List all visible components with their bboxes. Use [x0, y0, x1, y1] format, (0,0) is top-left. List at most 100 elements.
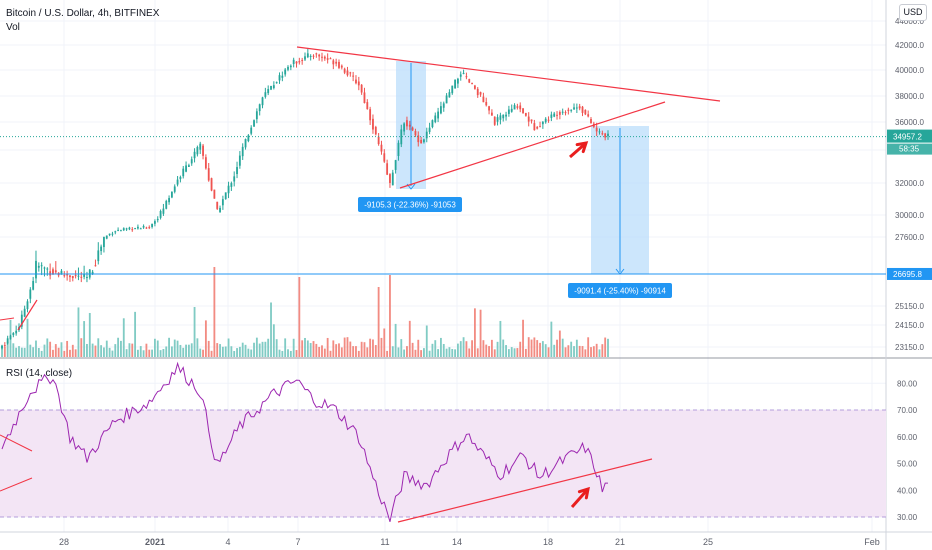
- volume-bar: [233, 350, 236, 357]
- volume-bar: [343, 337, 346, 357]
- candle-body: [52, 269, 54, 275]
- candle-body: [570, 109, 573, 111]
- candle-body: [230, 183, 233, 187]
- candle-body: [502, 114, 505, 119]
- red-arrow-rsi-head: [577, 486, 590, 500]
- candle-body: [193, 151, 196, 159]
- volume-bar: [74, 349, 77, 357]
- symbol-title: Bitcoin / U.S. Dollar, 4h, BITFINEX: [6, 8, 160, 19]
- candle-body: [459, 74, 462, 77]
- volume-bar: [516, 348, 519, 357]
- volume-bar: [352, 346, 355, 357]
- candle-body: [202, 145, 204, 156]
- volume-bar: [54, 344, 57, 357]
- volume-bar: [120, 340, 122, 357]
- price-axis-label: 32000.0: [895, 179, 924, 188]
- volume-bar: [29, 344, 32, 357]
- candle-body: [153, 221, 156, 224]
- candle-body: [125, 228, 128, 230]
- candle-body: [91, 271, 94, 274]
- price-axis-label: 25150.0: [895, 302, 924, 311]
- price-axis-label: 42000.0: [895, 41, 924, 50]
- candle-body: [403, 123, 406, 132]
- volume-bar: [272, 324, 275, 357]
- candle-body: [505, 114, 507, 117]
- candle-body: [340, 65, 343, 68]
- left-trendline: [17, 299, 38, 331]
- volume-bar: [204, 320, 207, 357]
- volume-bar: [156, 340, 159, 357]
- candle-body: [176, 179, 179, 185]
- candle-body: [26, 301, 29, 310]
- candle-body: [122, 228, 125, 231]
- volume-bar: [114, 344, 117, 357]
- volume-bar: [355, 346, 357, 357]
- volume-bar: [306, 340, 309, 357]
- red-arrow-price: [569, 141, 587, 159]
- volume-bar: [12, 343, 15, 357]
- volume-bar: [454, 349, 457, 357]
- volume-bar: [496, 341, 499, 357]
- volume-bar: [360, 341, 363, 357]
- volume-bar: [383, 328, 386, 357]
- volume-bar: [397, 347, 400, 357]
- candle-body: [295, 61, 298, 64]
- candle-body: [170, 191, 173, 198]
- candle-body: [456, 78, 459, 84]
- candle-body: [304, 56, 306, 60]
- volume-bar: [153, 338, 156, 357]
- candle-body: [451, 85, 454, 94]
- candle-body: [448, 92, 451, 98]
- candle-body: [360, 84, 363, 93]
- volume-bar: [601, 344, 604, 357]
- candle-body: [69, 275, 71, 278]
- volume-bar: [556, 339, 558, 357]
- volume-bar: [533, 337, 536, 357]
- candle-body: [224, 192, 227, 200]
- volume-bar: [213, 267, 216, 357]
- volume-bar: [66, 340, 69, 357]
- candle-body: [284, 69, 287, 75]
- volume-bar: [408, 320, 411, 357]
- volume-bar: [547, 347, 550, 357]
- volume-bar: [224, 346, 227, 357]
- measure-label-2: -9091.4 (-25.40%) -90914: [574, 287, 666, 296]
- candle-body: [83, 274, 86, 277]
- candle-body: [522, 108, 524, 114]
- price-axis-label: 23150.0: [895, 343, 924, 352]
- volume-bar: [173, 339, 176, 357]
- volume-bar: [63, 350, 66, 357]
- volume-bar: [391, 346, 394, 357]
- volume-bar: [332, 340, 335, 357]
- candle-body: [145, 227, 148, 229]
- candle-body: [420, 139, 423, 144]
- volume-bar: [159, 350, 162, 357]
- volume-bar: [57, 347, 60, 357]
- volume-bar: [309, 343, 312, 357]
- candle-body: [137, 226, 139, 229]
- volume-bar: [502, 339, 505, 357]
- volume-bar: [258, 343, 261, 357]
- candle-body: [329, 58, 332, 60]
- candle-body: [391, 172, 394, 186]
- candle-body: [369, 109, 372, 121]
- rsi-left-trendline: [0, 434, 33, 452]
- candle-body: [349, 72, 352, 74]
- candle-body: [357, 81, 360, 86]
- volume-bar: [318, 346, 321, 357]
- candle-body: [386, 163, 389, 175]
- volume-bar: [23, 347, 26, 357]
- candle-body: [35, 260, 37, 279]
- candle-body: [54, 270, 57, 273]
- volume-bar: [573, 346, 575, 357]
- time-axis-label: 11: [380, 537, 389, 547]
- volume-bar: [196, 338, 199, 357]
- currency-button[interactable]: USD: [899, 4, 927, 21]
- volume-bar: [292, 338, 295, 357]
- volume-bar: [148, 349, 151, 357]
- candle-body: [434, 115, 437, 123]
- price-axis-label: 30000.0: [895, 211, 924, 220]
- volume-bar: [202, 349, 204, 357]
- candle-body: [374, 126, 377, 135]
